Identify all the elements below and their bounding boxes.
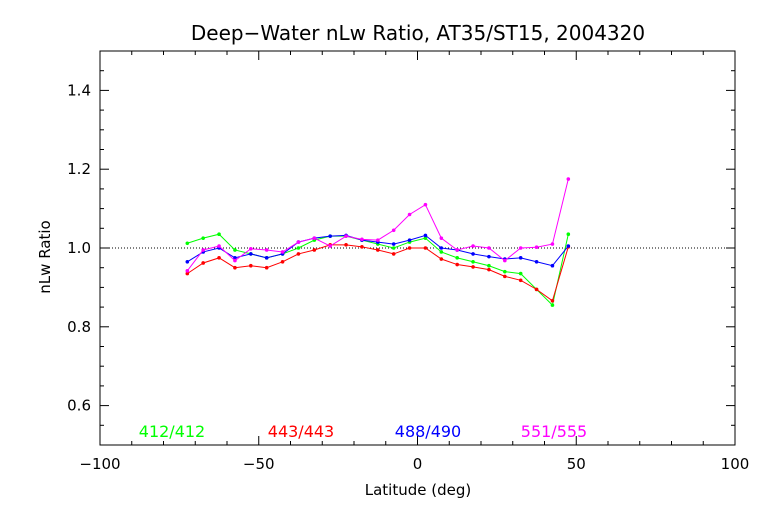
data-point <box>233 256 237 260</box>
data-point <box>518 246 523 250</box>
data-point <box>391 242 396 246</box>
data-point <box>264 256 269 260</box>
data-point <box>201 236 205 240</box>
data-point <box>566 232 571 237</box>
data-point <box>439 246 444 250</box>
data-point <box>455 262 459 267</box>
data-point <box>423 233 428 238</box>
data-point <box>233 265 237 270</box>
data-point <box>471 265 475 269</box>
data-point <box>328 244 332 248</box>
data-point <box>264 248 269 252</box>
data-point <box>439 236 444 240</box>
data-point <box>550 298 555 303</box>
data-point <box>503 274 507 279</box>
data-point <box>455 256 459 260</box>
data-point <box>487 263 491 268</box>
data-point <box>534 245 539 250</box>
data-point <box>407 212 412 217</box>
data-point <box>217 244 221 248</box>
legend-entry: 488/490 <box>395 422 461 441</box>
data-point <box>487 254 491 259</box>
x-tick-label: 0 <box>413 455 423 473</box>
data-point <box>376 248 380 252</box>
data-point <box>503 258 507 263</box>
data-point <box>518 278 523 283</box>
data-point <box>280 259 285 264</box>
x-tick-label: −50 <box>243 455 275 473</box>
y-tick-label: 0.8 <box>67 318 91 336</box>
data-point <box>201 261 205 265</box>
data-point <box>518 271 523 276</box>
data-point <box>487 246 491 250</box>
y-tick-label: 0.6 <box>67 397 91 415</box>
data-point <box>280 250 285 254</box>
data-point <box>201 248 205 252</box>
data-point <box>550 303 555 307</box>
data-point <box>391 252 396 256</box>
y-axis-title: nLw Ratio <box>36 220 54 293</box>
data-point <box>312 248 317 252</box>
data-point <box>471 259 475 264</box>
data-point <box>407 246 412 250</box>
x-axis-title: Latitude (deg) <box>365 481 471 499</box>
data-point <box>471 252 475 256</box>
data-point <box>312 236 317 240</box>
data-point <box>439 250 444 254</box>
data-point <box>264 265 269 270</box>
series-line-551-555 <box>186 178 569 272</box>
data-point <box>217 256 221 260</box>
data-point <box>233 258 237 263</box>
data-point <box>360 245 364 249</box>
legend-entry: 443/443 <box>268 422 334 441</box>
data-point <box>249 252 253 256</box>
data-point <box>566 244 571 248</box>
data-point <box>518 256 523 260</box>
x-tick-label: 50 <box>567 455 586 473</box>
data-point <box>376 238 380 242</box>
data-point <box>550 242 555 246</box>
data-point <box>503 269 507 274</box>
y-tick-label: 1.4 <box>67 81 91 99</box>
data-point <box>534 287 539 292</box>
data-point <box>423 202 428 207</box>
data-point <box>407 238 412 242</box>
data-point <box>391 228 396 233</box>
data-point <box>550 263 555 268</box>
data-point <box>391 246 396 250</box>
data-point <box>185 241 190 246</box>
data-point <box>296 240 301 244</box>
data-point <box>534 259 539 264</box>
y-tick-label: 1.2 <box>67 160 91 178</box>
data-point <box>185 271 190 276</box>
data-point <box>185 269 190 273</box>
data-point <box>360 237 364 242</box>
legend-entry: 412/412 <box>139 422 205 441</box>
data-point <box>455 248 459 252</box>
data-point <box>296 246 301 250</box>
data-point <box>328 234 332 238</box>
data-point <box>487 267 491 272</box>
data-point <box>344 243 348 247</box>
y-tick-label: 1.0 <box>67 239 91 257</box>
data-point <box>249 263 253 268</box>
legend-entry: 551/555 <box>521 422 587 441</box>
data-point <box>566 177 571 181</box>
data-point <box>423 236 428 240</box>
data-point <box>233 248 237 252</box>
data-point <box>423 246 428 250</box>
data-point <box>217 232 221 237</box>
data-point <box>344 234 348 238</box>
data-point <box>439 257 444 261</box>
x-tick-label: 100 <box>721 455 750 473</box>
data-point <box>249 246 253 251</box>
data-point <box>185 259 190 264</box>
data-point <box>471 244 475 248</box>
x-tick-label: −100 <box>79 455 120 473</box>
chart-title: Deep−Water nLw Ratio, AT35/ST15, 2004320 <box>191 21 645 45</box>
data-point <box>296 252 301 256</box>
